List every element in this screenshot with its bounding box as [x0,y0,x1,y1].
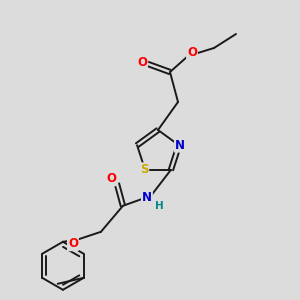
Text: N: N [142,191,152,204]
Text: O: O [68,237,78,250]
Text: H: H [154,201,163,211]
Text: O: O [106,172,116,185]
Text: O: O [187,46,197,59]
Text: N: N [175,139,185,152]
Text: O: O [137,56,147,68]
Text: S: S [140,163,148,176]
